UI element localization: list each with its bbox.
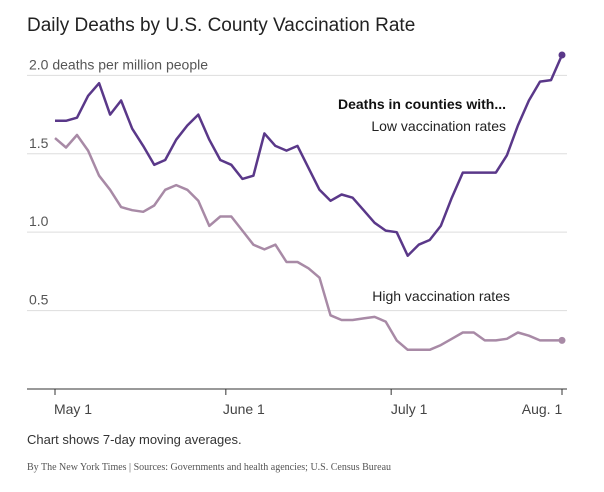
y-tick-label: 2.0 deaths per million people bbox=[29, 56, 208, 72]
end-point bbox=[558, 336, 566, 344]
x-tick-label: July 1 bbox=[391, 401, 428, 417]
line bbox=[54, 133, 562, 352]
annotation: Deaths in counties with... bbox=[338, 96, 506, 112]
line bbox=[55, 54, 564, 257]
x-tick-label: May 1 bbox=[54, 401, 92, 417]
x-tick-label: Aug. 1 bbox=[522, 401, 563, 417]
y-tick-label: 0.5 bbox=[29, 292, 49, 308]
note: Chart shows 7-day moving averages. bbox=[27, 432, 242, 447]
x-tick-label: June 1 bbox=[223, 401, 265, 417]
y-tick-label: 1.5 bbox=[29, 135, 49, 151]
y-tick-label: 1.0 bbox=[29, 213, 49, 229]
chart-title: Daily Deaths by U.S. County Vaccination … bbox=[27, 15, 415, 36]
source: By The New York Times | Sources: Governm… bbox=[27, 462, 391, 473]
series-label: High vaccination rates bbox=[372, 288, 510, 304]
end-point bbox=[558, 51, 566, 59]
series-label: Low vaccination rates bbox=[371, 118, 506, 134]
